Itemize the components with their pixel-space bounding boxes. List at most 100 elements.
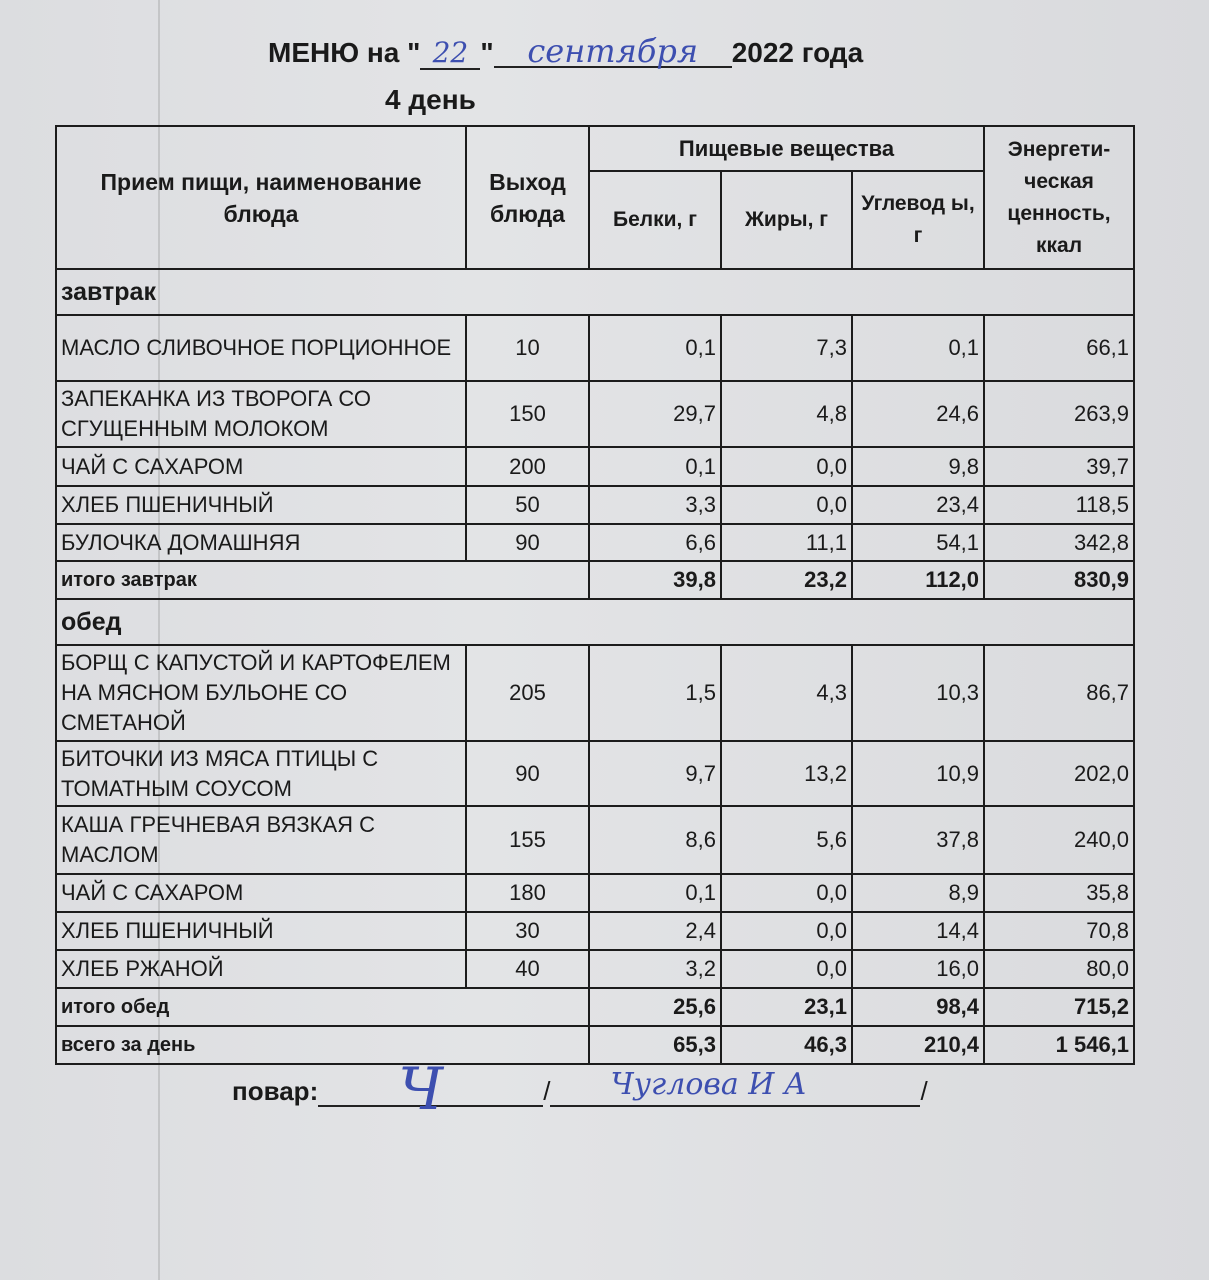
total-label: всего за день <box>55 1025 590 1065</box>
dish-carbs: 14,4 <box>850 911 986 951</box>
total-label: итого обед <box>55 987 590 1027</box>
header-nutrients: Пищевые вещества <box>587 125 986 172</box>
handwritten-day: 22 <box>420 38 481 70</box>
dish-energy: 39,7 <box>983 446 1136 487</box>
dish-energy: 35,8 <box>983 873 1136 913</box>
header-meal: Прием пищи, наименование блюда <box>55 125 467 270</box>
dish-yield: 50 <box>465 485 590 525</box>
dish-yield: 30 <box>465 911 590 951</box>
dish-yield: 180 <box>465 873 590 913</box>
dish-energy: 342,8 <box>983 523 1136 562</box>
dish-energy: 70,8 <box>983 911 1136 951</box>
dish-fat: 4,3 <box>720 644 853 742</box>
dish-carbs: 16,0 <box>850 949 986 989</box>
cook-label: повар: <box>232 1076 319 1106</box>
dish-row: ЧАЙ С САХАРОМ 180 0,1 0,0 8,9 35,8 <box>55 873 1136 913</box>
dish-name: БОРЩ С КАПУСТОЙ И КАРТОФЕЛЕМ НА МЯСНОМ Б… <box>55 644 467 742</box>
total-fat: 46,3 <box>720 1025 853 1065</box>
dish-energy: 80,0 <box>983 949 1136 989</box>
dish-row: ХЛЕБ ПШЕНИЧНЫЙ 50 3,3 0,0 23,4 118,5 <box>55 485 1136 525</box>
header-fat: Жиры, г <box>720 170 853 270</box>
separator: / <box>543 1076 551 1106</box>
dish-protein: 0,1 <box>588 873 722 913</box>
section-title: завтрак <box>54 268 1136 316</box>
total-protein: 65,3 <box>588 1025 722 1065</box>
dish-row: КАША ГРЕЧНЕВАЯ ВЯЗКАЯ С МАСЛОМ 155 8,6 5,6 3… <box>55 805 1136 875</box>
dish-protein: 29,7 <box>588 380 722 448</box>
dish-row: ХЛЕБ РЖАНОЙ 40 3,2 0,0 16,0 80,0 <box>55 949 1136 989</box>
dish-energy: 66,1 <box>983 314 1136 382</box>
dish-yield: 155 <box>465 805 590 875</box>
dish-protein: 8,6 <box>588 805 722 875</box>
dish-carbs: 10,3 <box>850 644 986 742</box>
dish-fat: 5,6 <box>720 805 853 875</box>
total-energy: 1 546,1 <box>983 1025 1136 1065</box>
dish-row: БУЛОЧКА ДОМАШНЯЯ 90 6,6 11,1 54,1 342,8 <box>55 523 1136 562</box>
header-yield: Выход блюда <box>465 125 590 270</box>
dish-name: КАША ГРЕЧНЕВАЯ ВЯЗКАЯ С МАСЛОМ <box>55 805 467 875</box>
day-label: 4 день <box>385 84 476 115</box>
dish-energy: 202,0 <box>983 740 1136 807</box>
dish-protein: 1,5 <box>588 644 722 742</box>
dish-protein: 0,1 <box>588 446 722 487</box>
cook-signature-line: повар: Ч / Чуглова И А / <box>232 1055 928 1123</box>
dish-fat: 0,0 <box>720 446 853 487</box>
total-protein: 39,8 <box>588 560 722 600</box>
dish-protein: 2,4 <box>588 911 722 951</box>
section-title: обед <box>54 598 1136 646</box>
dish-carbs: 37,8 <box>850 805 986 875</box>
dish-fat: 11,1 <box>720 523 853 562</box>
header-protein: Белки, г <box>588 170 722 270</box>
dish-name: ХЛЕБ ПШЕНИЧНЫЙ <box>55 485 467 525</box>
total-fat: 23,2 <box>720 560 853 600</box>
dish-energy: 86,7 <box>983 644 1136 742</box>
dish-fat: 0,0 <box>720 873 853 913</box>
separator: / <box>920 1076 928 1106</box>
dish-carbs: 10,9 <box>850 740 986 807</box>
dish-carbs: 0,1 <box>850 314 986 382</box>
dish-row: ЗАПЕКАНКА ИЗ ТВОРОГА СО СГУЩЕННЫМ МОЛОКО… <box>55 380 1136 448</box>
dish-fat: 13,2 <box>720 740 853 807</box>
dish-yield: 90 <box>465 740 590 807</box>
dish-energy: 240,0 <box>983 805 1136 875</box>
total-carbs: 112,0 <box>850 560 986 600</box>
total-row: итого завтрак 39,8 23,2 112,0 830,9 <box>55 560 1136 600</box>
signature-field: Ч <box>318 1055 544 1123</box>
title-suffix: 2022 года <box>731 37 864 68</box>
dish-carbs: 8,9 <box>850 873 986 913</box>
dish-protein: 9,7 <box>588 740 722 807</box>
menu-table: Прием пищи, наименование блюда Выход блю… <box>54 125 1136 1065</box>
dish-carbs: 54,1 <box>850 523 986 562</box>
title-prefix: МЕНЮ на " <box>268 37 421 68</box>
header-carbs: Углевод ы, г <box>850 170 986 270</box>
dish-yield: 150 <box>465 380 590 448</box>
dish-row: ХЛЕБ ПШЕНИЧНЫЙ 30 2,4 0,0 14,4 70,8 <box>55 911 1136 951</box>
dish-name: ЧАЙ С САХАРОМ <box>55 446 467 487</box>
total-label: итого завтрак <box>55 560 590 600</box>
total-energy: 715,2 <box>983 987 1136 1027</box>
cook-name-handwritten: Чуглова И А <box>610 1067 807 1102</box>
handwritten-month: сентября <box>493 35 732 68</box>
dish-name: МАСЛО СЛИВОЧНОЕ ПОРЦИОННОЕ <box>55 314 467 382</box>
dish-row: БИТОЧКИ ИЗ МЯСА ПТИЦЫ С ТОМАТНЫМ СОУСОМ 9… <box>55 740 1136 807</box>
section-row: завтрак <box>54 268 1136 316</box>
dish-energy: 118,5 <box>983 485 1136 525</box>
dish-fat: 7,3 <box>720 314 853 382</box>
dish-carbs: 24,6 <box>850 380 986 448</box>
dish-name: ЗАПЕКАНКА ИЗ ТВОРОГА СО СГУЩЕННЫМ МОЛОКО… <box>55 380 467 448</box>
dish-yield: 10 <box>465 314 590 382</box>
total-protein: 25,6 <box>588 987 722 1027</box>
page-title: МЕНЮ на " 22 " сентября 2022 года <box>268 35 864 70</box>
dish-yield: 205 <box>465 644 590 742</box>
signature-mark: Ч <box>398 1055 444 1123</box>
section-row: обед <box>54 598 1136 646</box>
dish-name: ХЛЕБ ПШЕНИЧНЫЙ <box>55 911 467 951</box>
dish-row: МАСЛО СЛИВОЧНОЕ ПОРЦИОННОЕ 10 0,1 7,3 0,1 66,… <box>55 314 1136 382</box>
dish-protein: 6,6 <box>588 523 722 562</box>
dish-yield: 200 <box>465 446 590 487</box>
dish-energy: 263,9 <box>983 380 1136 448</box>
total-row: итого обед 25,6 23,1 98,4 715,2 <box>55 987 1136 1027</box>
dish-fat: 0,0 <box>720 485 853 525</box>
menu-table-body: завтрак МАСЛО СЛИВОЧНОЕ ПОРЦИОННОЕ 10 0,1 7… <box>54 268 1136 1065</box>
cook-name-field: Чуглова И А <box>550 1067 921 1107</box>
